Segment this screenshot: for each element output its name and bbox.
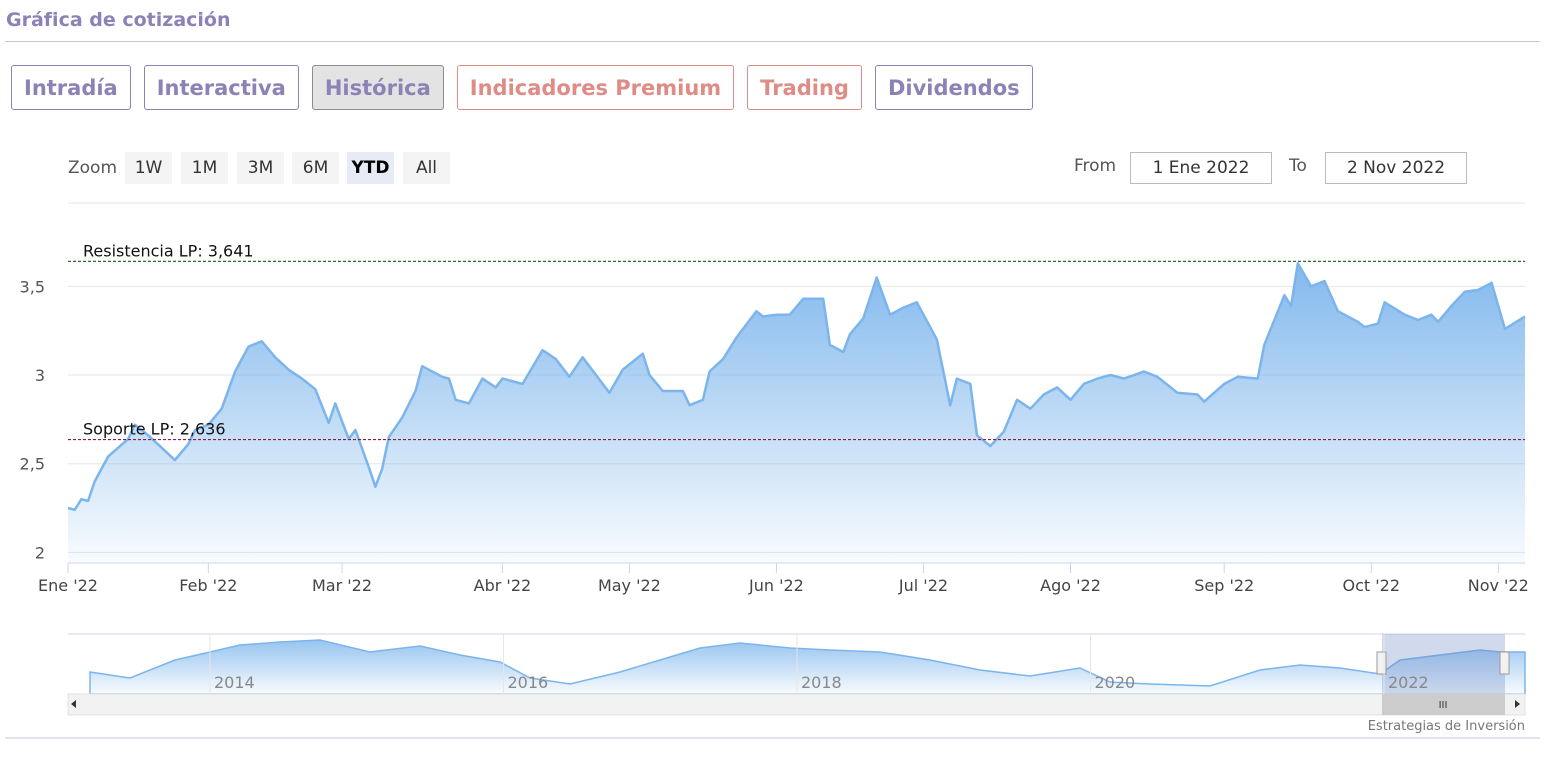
x-tick-label: Oct '22 <box>1343 576 1401 595</box>
tab[interactable]: Dividendos <box>874 65 1033 110</box>
zoom-button[interactable]: 6M <box>292 152 339 184</box>
tab[interactable]: Interactiva <box>143 65 299 110</box>
scrollbar-grip: III <box>1439 700 1448 711</box>
tabs: Intradía Interactiva Histórica Indicadores … <box>11 65 1033 110</box>
navigator-mask[interactable] <box>1382 634 1505 694</box>
x-tick-label: Jun '22 <box>748 576 804 595</box>
area <box>68 263 1525 563</box>
x-tick-label: Mar '22 <box>312 576 372 595</box>
scrollbar[interactable] <box>67 693 1526 716</box>
credit: Estrategias de Inversión <box>1368 719 1525 734</box>
from-label: From <box>1074 156 1117 176</box>
to-label: To <box>1289 156 1307 176</box>
to-input[interactable]: 2 Nov 2022 <box>1325 152 1467 184</box>
navigator-label: 2014 <box>214 673 255 692</box>
navigator-label: 2016 <box>508 673 549 692</box>
navigator-handle[interactable] <box>1376 651 1387 675</box>
navigator-series <box>89 639 1526 695</box>
reference-label: Resistencia LP: 3,641 <box>83 241 254 260</box>
zoom-label: Zoom <box>68 158 118 178</box>
y-tick-label: 2 <box>35 543 45 562</box>
navigator-label: 2020 <box>1095 673 1136 692</box>
navigator-label: 2018 <box>801 673 842 692</box>
zoom-button[interactable]: All <box>403 152 450 184</box>
x-tick-label: Abr '22 <box>474 576 532 595</box>
navigator-handle[interactable] <box>1499 651 1510 675</box>
line <box>67 262 1526 512</box>
x-tick-label: Ene '22 <box>38 576 98 595</box>
tab[interactable]: Intradía <box>11 65 131 110</box>
x-tick-label: Sep '22 <box>1194 576 1254 595</box>
tab[interactable]: Trading <box>747 65 862 110</box>
x-tick-label: Nov '22 <box>1468 576 1529 595</box>
tab[interactable]: Histórica <box>311 65 444 110</box>
scrollbar-thumb[interactable] <box>1382 694 1505 715</box>
x-tick-label: Feb '22 <box>179 576 237 595</box>
zoom-button[interactable]: 1M <box>181 152 228 184</box>
scroll-right[interactable] <box>1515 700 1520 708</box>
scroll-left[interactable] <box>71 700 76 708</box>
navigator-label: 2022 <box>1388 673 1429 692</box>
page-title: Gráfica de cotización <box>6 9 231 31</box>
navigator: III 2014 2016 2018 2020 2022 <box>67 633 1526 716</box>
y-tick-label: 2,5 <box>20 455 45 474</box>
x-tick-label: Ago '22 <box>1040 576 1101 595</box>
zoom-button[interactable]: YTD <box>347 152 394 184</box>
reference-label: Soporte LP: 2,636 <box>83 420 226 439</box>
zoom-button[interactable]: 3M <box>237 152 284 184</box>
tab[interactable]: Indicadores Premium <box>456 65 735 110</box>
y-tick-label: 3 <box>35 366 45 385</box>
y-tick-label: 3,5 <box>20 277 45 296</box>
zoom-button[interactable]: 1W <box>125 152 172 184</box>
title-rule <box>5 41 1540 42</box>
x-tick-label: Jul '22 <box>898 576 948 595</box>
from-input[interactable]: 1 Ene 2022 <box>1130 152 1272 184</box>
x-tick-label: May '22 <box>598 576 661 595</box>
